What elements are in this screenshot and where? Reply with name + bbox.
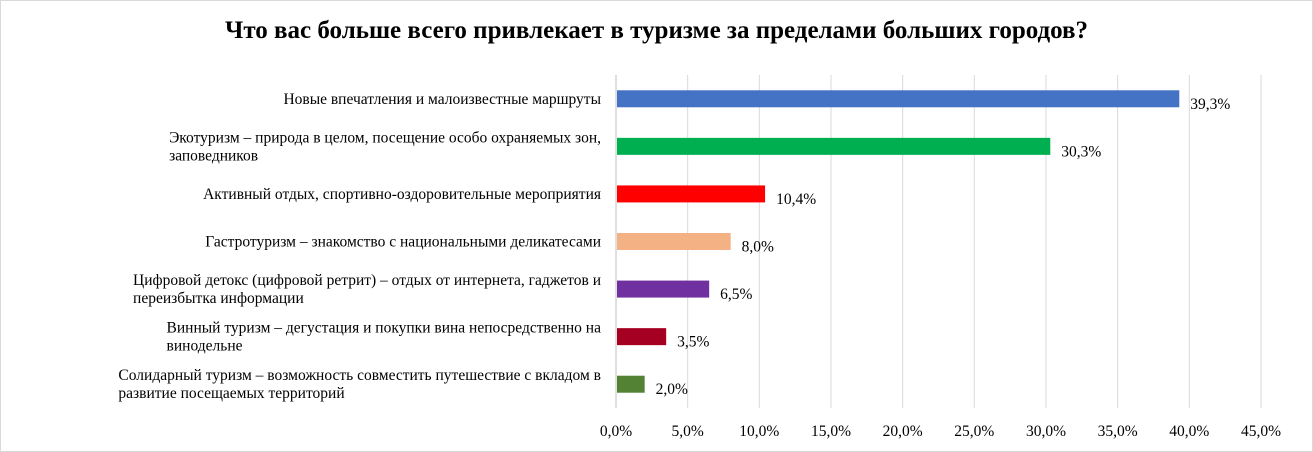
category-label: винодельне (167, 338, 243, 355)
bar (617, 375, 645, 393)
category-label: Новые впечатления и малоизвестные маршру… (283, 91, 601, 108)
category-label: Экотуризм – природа в целом, посещение о… (169, 129, 601, 146)
bar (617, 137, 1051, 155)
bar (617, 280, 710, 298)
category-label: Гастротуризм – знакомство с национальным… (205, 234, 601, 251)
bar (617, 328, 667, 346)
data-label: 30,3% (1061, 143, 1101, 160)
x-tick-label: 25,0% (954, 423, 994, 440)
x-tick-label: 10,0% (739, 423, 779, 440)
category-label: Солидарный туризм – возможность совмести… (118, 367, 601, 384)
category-label: переизбытка информации (133, 290, 304, 307)
category-label: заповедников (169, 147, 258, 164)
x-tick-label: 5,0% (672, 423, 704, 440)
data-label: 6,5% (720, 286, 752, 303)
x-tick-label: 15,0% (811, 423, 851, 440)
data-label: 2,0% (656, 381, 688, 398)
x-tick-label: 45,0% (1241, 423, 1281, 440)
category-label: Цифровой детокс (цифровой ретрит) – отды… (133, 272, 601, 289)
category-label: развитие посещаемых территорий (118, 385, 344, 402)
chart-title: Что вас больше всего привлекает в туризм… (224, 17, 1089, 44)
bar (617, 233, 731, 250)
bar (617, 90, 1180, 108)
data-label: 3,5% (677, 334, 709, 351)
x-tick-label: 35,0% (1098, 423, 1138, 440)
bar (617, 185, 766, 203)
x-tick-label: 30,0% (1026, 423, 1066, 440)
x-tick-label: 0,0% (600, 423, 632, 440)
data-label: 8,0% (742, 239, 774, 256)
data-label: 39,3% (1190, 96, 1230, 113)
x-tick-label: 20,0% (883, 423, 923, 440)
data-label: 10,4% (776, 191, 816, 208)
x-tick-label: 40,0% (1169, 423, 1209, 440)
category-label: Активный отдых, спортивно-оздоровительны… (203, 186, 601, 203)
category-label: Винный туризм – дегустация и покупки вин… (167, 320, 602, 337)
